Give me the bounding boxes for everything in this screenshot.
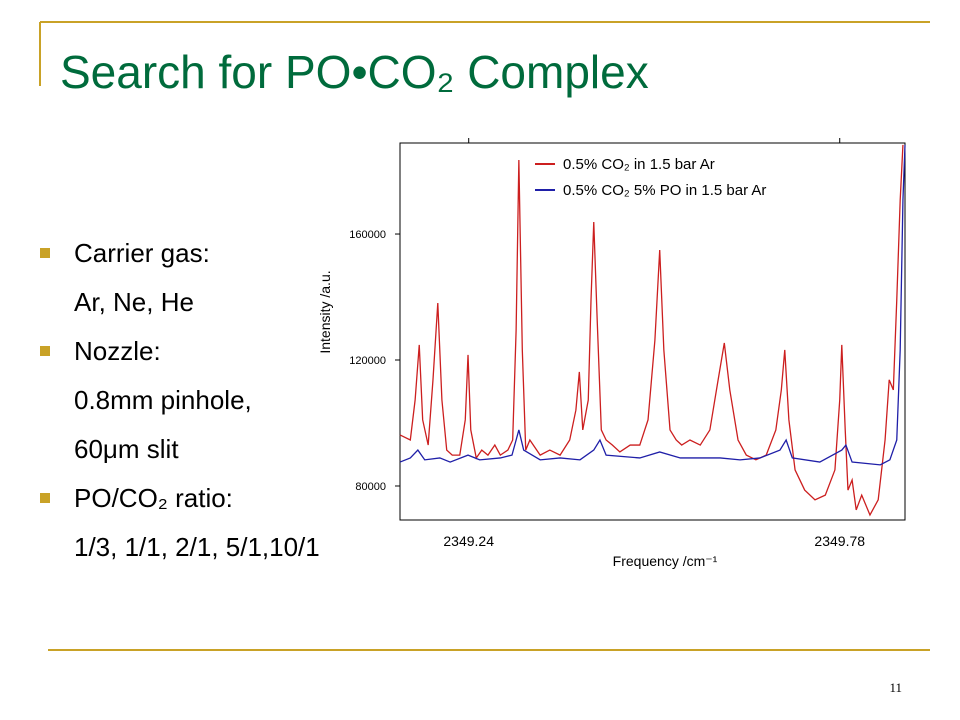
legend-label: 0.5% CO₂ in 1.5 bar Ar <box>563 156 715 173</box>
series-line <box>399 144 906 466</box>
slide-title: Search for PO•CO₂ Complex <box>60 46 649 98</box>
y-tick-label: 80000 <box>355 481 386 493</box>
bullet-marker <box>40 493 50 503</box>
bullet-line: 0.8mm pinhole, <box>74 385 252 415</box>
x-tick-label: 2349.24 <box>443 533 494 549</box>
x-axis-title: Frequency /cm⁻¹ <box>613 553 718 569</box>
bullet-line: 1/3, 1/1, 2/1, 5/1,10/1 <box>74 532 320 562</box>
page-number: 11 <box>889 680 902 695</box>
series-line <box>399 144 904 517</box>
chart: Frequency /cm⁻¹ Intensity /a.u. 80000 120… <box>317 138 906 569</box>
bullet-list: Carrier gas: Ar, Ne, He Nozzle: 0.8mm pinho… <box>40 238 320 562</box>
y-tick-label: 160000 <box>349 229 386 241</box>
legend-label: 0.5% CO₂ 5% PO in 1.5 bar Ar <box>563 182 766 199</box>
bullet-marker <box>40 346 50 356</box>
y-tick-label: 120000 <box>349 355 386 367</box>
bullet-marker <box>40 248 50 258</box>
plot-frame <box>399 142 906 521</box>
bullet-heading: Nozzle: <box>74 336 161 366</box>
x-tick-label: 2349.78 <box>814 533 865 549</box>
bullet-heading: Carrier gas: <box>74 238 210 268</box>
bullet-line: 60μm slit <box>74 434 179 464</box>
bullet-line: Ar, Ne, He <box>74 287 194 317</box>
bullet-heading: PO/CO₂ ratio: <box>74 483 233 513</box>
y-axis-title: Intensity /a.u. <box>317 270 333 353</box>
